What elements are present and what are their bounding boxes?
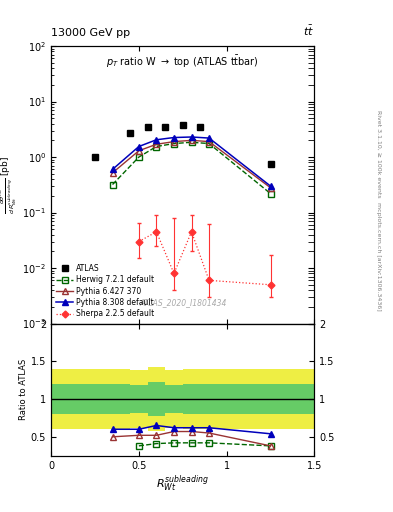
Text: $t\bar{t}$: $t\bar{t}$ <box>303 24 314 38</box>
Text: ATLAS_2020_I1801434: ATLAS_2020_I1801434 <box>139 298 226 307</box>
X-axis label: $R_{Wt}^{subleading}$: $R_{Wt}^{subleading}$ <box>156 473 209 494</box>
Text: $p_{T}$ ratio W $\rightarrow$ top (ATLAS t$\bar{\rm t}$bar): $p_{T}$ ratio W $\rightarrow$ top (ATLAS… <box>107 54 259 71</box>
Text: Rivet 3.1.10, ≥ 100k events: Rivet 3.1.10, ≥ 100k events <box>376 110 381 198</box>
Y-axis label: $\frac{d\sigma^{nd}}{d\,R_{Wt}^{subleading}}$ [pb]: $\frac{d\sigma^{nd}}{d\,R_{Wt}^{subleadi… <box>0 156 20 214</box>
Text: mcplots.cern.ch [arXiv:1306.3436]: mcplots.cern.ch [arXiv:1306.3436] <box>376 202 381 310</box>
Y-axis label: Ratio to ATLAS: Ratio to ATLAS <box>19 359 28 420</box>
Text: 13000 GeV pp: 13000 GeV pp <box>51 28 130 38</box>
Legend: ATLAS, Herwig 7.2.1 default, Pythia 6.427 370, Pythia 8.308 default, Sherpa 2.2.: ATLAS, Herwig 7.2.1 default, Pythia 6.42… <box>55 263 156 319</box>
